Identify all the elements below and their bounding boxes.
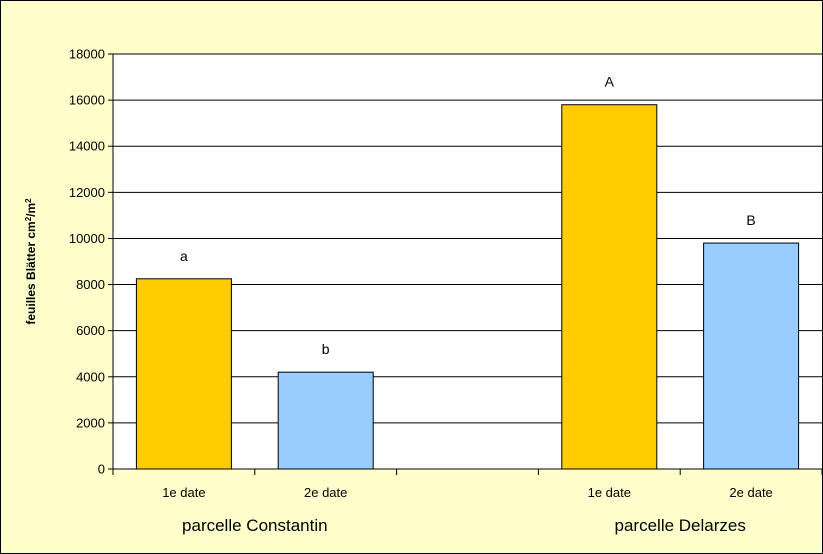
y-tick-label: 18000: [69, 47, 105, 62]
y-tick-label: 8000: [76, 277, 105, 292]
axes: [108, 53, 823, 475]
bar: [703, 242, 800, 470]
labels: 0 2000 4000 6000 8000 10000 12000 14000 16000 180…: [69, 47, 773, 536]
bar: [277, 371, 374, 470]
plot-area: 0 2000 4000 6000 8000 10000 12000 14000 16000 180…: [69, 47, 823, 536]
x-category-label: 1e date: [162, 485, 205, 500]
bar: [135, 278, 232, 470]
y-axis-title-mid: /m: [24, 203, 38, 217]
y-tick-label: 0: [98, 462, 105, 477]
bar-data-label: B: [746, 212, 755, 228]
y-tick-label: 2000: [76, 415, 105, 430]
x-category-label: 2e date: [729, 485, 772, 500]
bars: [135, 104, 800, 470]
y-axis-title-sup2: 2: [24, 198, 33, 203]
y-tick-label: 6000: [76, 323, 105, 338]
bar-data-label: A: [605, 74, 615, 90]
y-axis-title-main: feuilles Blätter cm: [24, 221, 38, 324]
y-tick-label: 16000: [69, 93, 105, 108]
y-tick-label: 10000: [69, 231, 105, 246]
y-axis-title: feuilles Blätter cm2/m2: [24, 198, 39, 325]
y-axis-title-sup1: 2: [24, 216, 33, 221]
bar-data-label: b: [322, 341, 330, 357]
x-group-label: parcelle Delarzes: [615, 516, 746, 535]
x-category-label: 2e date: [304, 485, 347, 500]
y-tick-label: 12000: [69, 185, 105, 200]
bar-data-label: a: [180, 248, 188, 264]
x-group-label: parcelle Constantin: [182, 516, 328, 535]
y-tick-label: 4000: [76, 369, 105, 384]
y-tick-label: 14000: [69, 139, 105, 154]
x-category-label: 1e date: [588, 485, 631, 500]
bar: [561, 104, 658, 470]
